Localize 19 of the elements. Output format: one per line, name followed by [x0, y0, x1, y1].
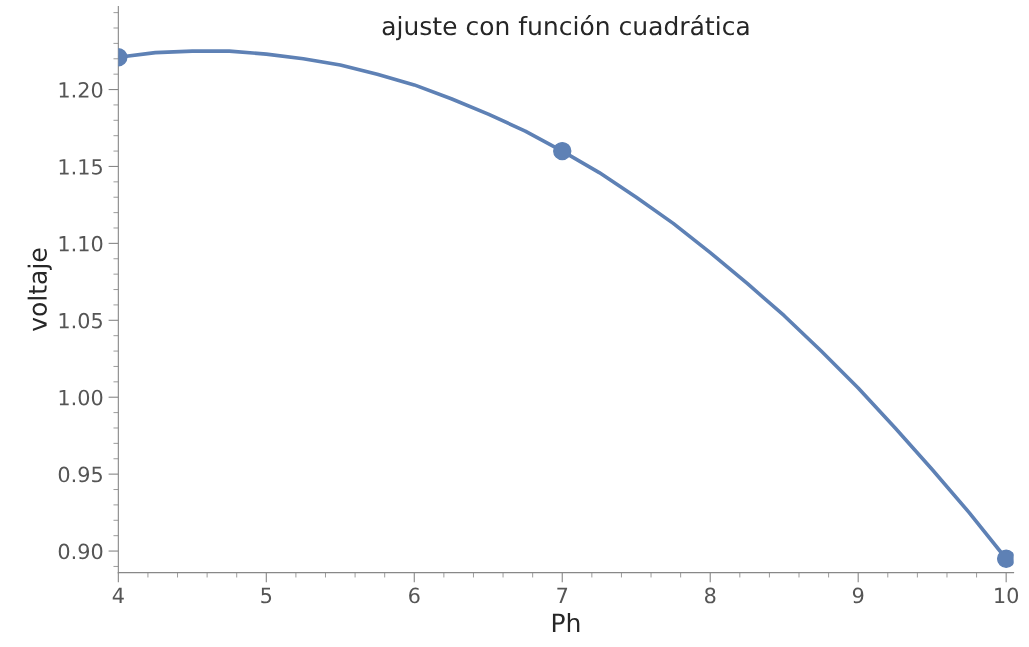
y-tick-label: 1.05: [59, 312, 102, 329]
x-tick-label: 5: [261, 587, 272, 604]
y-tick-label: 1.10: [59, 235, 103, 252]
y-tick-label: 0.95: [58, 466, 102, 483]
x-tick-label: 10: [995, 587, 1019, 604]
chart-title: ajuste con función cuadrática: [382, 14, 749, 41]
y-tick-label: 1.00: [59, 389, 103, 406]
x-tick-label: 7: [557, 587, 568, 604]
y-tick-label: 1.15: [59, 159, 102, 175]
x-tick-label: 8: [705, 587, 716, 604]
x-tick-label: 9: [852, 587, 864, 604]
y-tick-label: 1.20: [59, 82, 103, 98]
x-tick-label: 4: [112, 587, 124, 604]
point: [553, 141, 572, 161]
x-tick-label: 6: [409, 587, 420, 604]
y-tick-label: 0.90: [58, 543, 103, 560]
point: [996, 549, 1014, 568]
y-axis-title: voltaje: [27, 248, 52, 332]
x-axis-title: Ph: [552, 612, 580, 632]
